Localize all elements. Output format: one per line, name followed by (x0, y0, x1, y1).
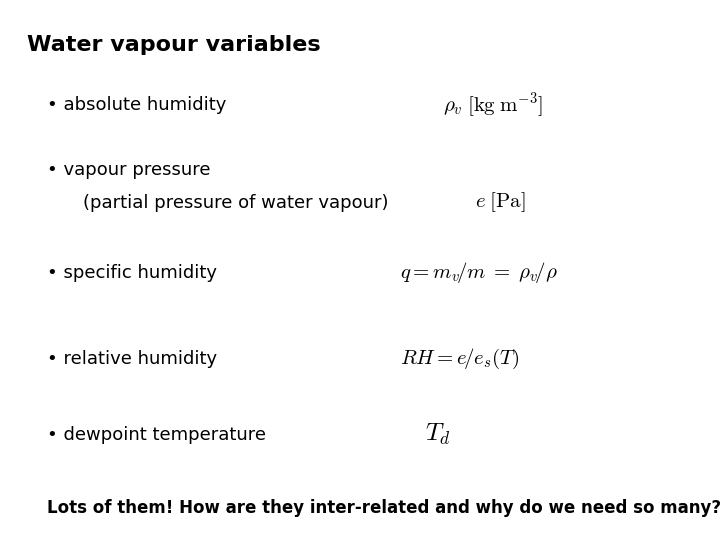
Text: $RH = \mathit{e}\!/e_s(T)$: $RH = \mathit{e}\!/e_s(T)$ (400, 347, 519, 371)
Text: $\rho_v\;[\mathrm{kg\;m^{-3}}]$: $\rho_v\;[\mathrm{kg\;m^{-3}}]$ (443, 91, 543, 120)
Text: $e\;[\mathrm{Pa}]$: $e\;[\mathrm{Pa}]$ (475, 191, 526, 214)
Text: Water vapour variables: Water vapour variables (27, 35, 321, 55)
Text: $T_d$: $T_d$ (425, 422, 451, 447)
Text: • absolute humidity: • absolute humidity (47, 96, 226, 114)
Text: $q = \mathit{m}_v\!/m\; =\; \rho_v\!/\rho$: $q = \mathit{m}_v\!/m\; =\; \rho_v\!/\rh… (400, 260, 557, 285)
Text: • specific humidity: • specific humidity (47, 264, 217, 282)
Text: • dewpoint temperature: • dewpoint temperature (47, 426, 266, 444)
Text: Lots of them! How are they inter-related and why do we need so many?: Lots of them! How are they inter-related… (47, 500, 720, 517)
Text: • vapour pressure: • vapour pressure (47, 161, 210, 179)
Text: (partial pressure of water vapour): (partial pressure of water vapour) (83, 193, 388, 212)
Text: • relative humidity: • relative humidity (47, 350, 217, 368)
